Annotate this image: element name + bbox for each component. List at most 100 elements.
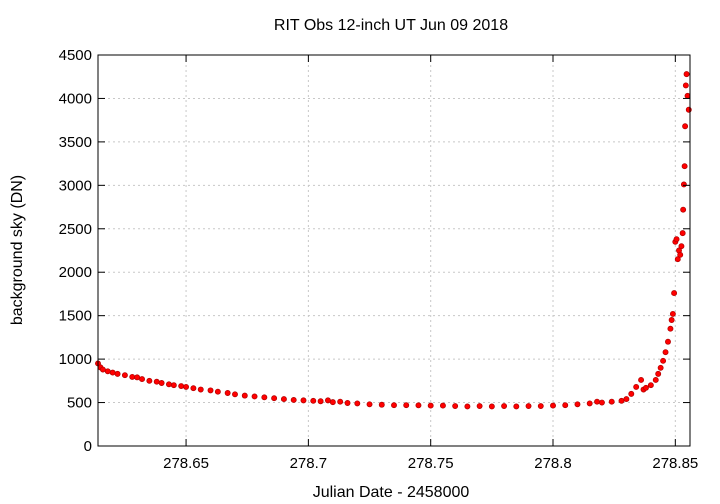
data-point xyxy=(550,402,556,409)
data-point xyxy=(280,396,287,403)
y-tick-label: 4000 xyxy=(59,90,92,107)
data-point xyxy=(325,397,331,404)
data-point xyxy=(170,382,177,389)
data-point xyxy=(121,372,128,379)
data-point xyxy=(652,377,659,383)
data-point xyxy=(537,403,544,409)
data-point xyxy=(261,394,268,401)
data-point xyxy=(655,370,662,377)
y-tick-label: 2500 xyxy=(59,221,92,238)
data-point xyxy=(114,370,121,377)
data-point xyxy=(300,397,307,404)
data-point xyxy=(153,378,160,385)
data-point xyxy=(671,290,678,297)
x-tick-label: 278.75 xyxy=(408,455,454,472)
data-point xyxy=(669,310,676,317)
data-points xyxy=(95,71,692,410)
data-point xyxy=(660,357,667,364)
data-point xyxy=(618,397,625,404)
data-point xyxy=(674,256,681,263)
data-point xyxy=(628,390,635,397)
data-point xyxy=(677,251,684,258)
data-point xyxy=(214,388,221,395)
data-point xyxy=(183,383,190,390)
data-point xyxy=(190,385,197,392)
data-point xyxy=(310,397,317,404)
x-tick-label: 278.65 xyxy=(163,455,209,472)
data-point xyxy=(165,381,172,388)
y-tick-label: 1000 xyxy=(59,351,92,368)
y-tick-label: 3500 xyxy=(59,134,92,151)
data-point xyxy=(317,398,324,405)
data-point xyxy=(476,403,483,409)
data-point xyxy=(366,401,373,408)
data-point xyxy=(378,401,385,408)
data-point xyxy=(673,236,680,243)
data-point xyxy=(158,380,165,386)
data-point xyxy=(657,364,664,371)
data-point xyxy=(403,402,410,409)
data-point xyxy=(224,390,231,396)
data-point xyxy=(667,325,674,332)
data-point xyxy=(134,374,141,381)
data-point xyxy=(139,376,145,383)
data-point xyxy=(574,401,581,408)
data-point xyxy=(344,400,351,406)
data-point xyxy=(501,403,508,409)
data-point xyxy=(391,402,397,409)
y-tick-label: 2000 xyxy=(59,264,92,281)
data-point xyxy=(680,206,687,213)
x-axis-label: Julian Date - 2458000 xyxy=(313,484,470,501)
data-point xyxy=(197,386,204,393)
x-tick-label: 278.85 xyxy=(652,455,698,472)
data-point xyxy=(633,383,640,390)
data-point xyxy=(598,399,605,406)
data-point xyxy=(271,395,278,402)
data-point xyxy=(586,400,593,407)
data-point xyxy=(562,402,569,409)
data-point xyxy=(207,387,214,394)
data-point xyxy=(129,373,136,380)
y-axis-label: background sky (DN) xyxy=(9,175,26,325)
data-point xyxy=(241,392,248,399)
data-point xyxy=(594,398,600,405)
y-tick-label: 4500 xyxy=(59,47,92,64)
data-point xyxy=(623,396,630,403)
data-point xyxy=(104,368,111,375)
data-point xyxy=(682,82,689,89)
y-tick-label: 1500 xyxy=(59,308,92,325)
data-point xyxy=(488,403,495,410)
grid xyxy=(98,55,690,446)
data-point xyxy=(685,106,692,113)
data-point xyxy=(513,403,520,410)
y-tick-label: 0 xyxy=(84,438,92,455)
data-point xyxy=(146,377,153,384)
data-point xyxy=(452,403,459,409)
data-point xyxy=(684,92,691,99)
data-point xyxy=(232,391,238,398)
x-tick-label: 278.7 xyxy=(290,455,328,472)
data-point xyxy=(638,377,645,383)
data-point xyxy=(682,123,689,130)
data-point xyxy=(329,399,336,406)
data-point xyxy=(178,383,185,389)
chart-title: RIT Obs 12-inch UT Jun 09 2018 xyxy=(274,17,508,34)
y-tick-label: 500 xyxy=(67,395,92,412)
data-point xyxy=(608,398,615,405)
data-point xyxy=(109,369,116,376)
data-point xyxy=(337,398,344,405)
data-point xyxy=(647,382,654,389)
data-point xyxy=(415,402,422,409)
data-point xyxy=(464,403,471,410)
data-point xyxy=(668,317,675,323)
axis-ticks: 0 500 1000 1500 2000 2500 3000 3500 4000 4500 278.… xyxy=(59,47,699,472)
x-tick-label: 278.8 xyxy=(534,455,572,472)
y-tick-label: 3000 xyxy=(59,177,92,194)
data-point xyxy=(290,396,297,403)
data-point xyxy=(665,338,671,345)
data-point xyxy=(662,349,669,356)
data-point xyxy=(354,400,361,407)
data-point xyxy=(678,243,685,250)
data-point xyxy=(427,402,434,409)
data-point xyxy=(643,384,649,391)
